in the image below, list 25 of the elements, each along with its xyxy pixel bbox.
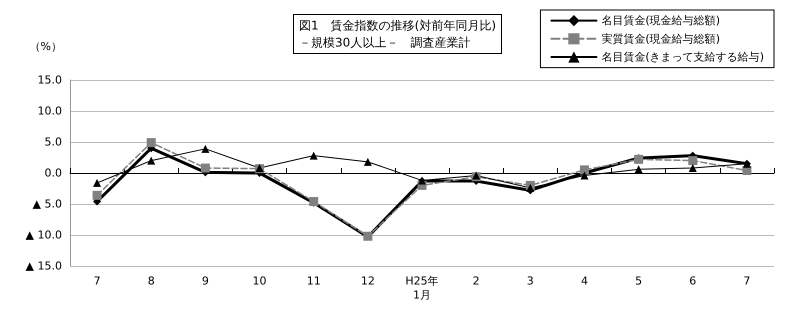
x-tick-label: 12 [360,274,375,288]
legend-label: 実質賃金(現金給与総額) [601,32,720,46]
legend-label: 名目賃金(現金給与総額) [601,14,720,28]
x-tick-label: 10 [252,274,267,288]
x-tick-label: 7 [94,274,101,288]
y-tick-label: 5.0 [44,136,62,148]
chart-title: 図1 賃金指数の推移(対前年同月比) －規模30人以上－ 調査産業計 [299,18,496,50]
x-tick-label: 3 [526,274,534,288]
legend-label: 名目賃金(きまって支給する給与) [601,50,764,64]
x-tick-label: 5 [635,274,642,288]
x-tick-label: H25年 1月 [405,274,439,302]
x-tick-label: 8 [148,274,155,288]
x-tick-label: 4 [580,274,588,288]
y-tick-label: 15.0 [38,74,62,86]
y-tick-label: 10.0 [38,104,62,118]
y-tick-label: 0.0 [44,166,62,180]
y-tick-label: ▲ 5.0 [32,198,62,210]
x-tick-label: 11 [306,274,321,288]
x-tick-label: 2 [472,274,480,288]
x-tick-label: 6 [689,274,696,288]
y-tick-label: ▲ 10.0 [26,228,62,242]
y-axis-title: （%） [30,40,62,53]
x-tick-label: 7 [743,274,750,288]
x-tick-label: 9 [202,274,209,288]
y-tick-label: ▲ 15.0 [26,260,62,272]
